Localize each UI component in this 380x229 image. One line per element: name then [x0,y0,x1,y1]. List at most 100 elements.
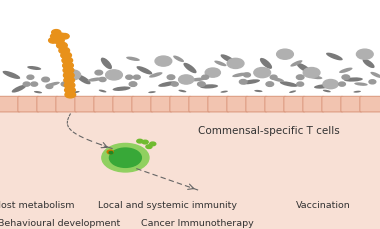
Circle shape [63,73,74,79]
Circle shape [59,48,70,55]
Circle shape [198,82,205,87]
Ellipse shape [354,83,368,87]
Circle shape [61,53,71,59]
Ellipse shape [200,85,218,89]
Circle shape [46,85,53,89]
Circle shape [155,57,172,67]
Text: Local and systemic immunity: Local and systemic immunity [98,200,237,210]
Circle shape [323,80,338,89]
FancyBboxPatch shape [208,97,229,112]
FancyBboxPatch shape [322,97,343,112]
Circle shape [137,140,143,143]
FancyBboxPatch shape [56,97,77,112]
Circle shape [56,34,65,39]
FancyBboxPatch shape [113,97,134,112]
Ellipse shape [3,71,20,80]
Circle shape [27,76,34,80]
FancyBboxPatch shape [246,97,267,112]
FancyBboxPatch shape [303,97,324,112]
Circle shape [202,76,209,80]
Circle shape [342,76,350,80]
FancyBboxPatch shape [151,97,172,112]
Circle shape [239,80,247,85]
Circle shape [107,150,113,154]
Circle shape [126,76,133,80]
Circle shape [64,71,81,81]
Circle shape [150,142,156,146]
Circle shape [23,83,30,87]
Ellipse shape [47,82,60,87]
Circle shape [146,145,152,149]
Circle shape [133,76,140,80]
Circle shape [65,87,75,94]
Circle shape [65,76,72,80]
Ellipse shape [99,90,106,93]
Ellipse shape [27,67,41,71]
Circle shape [254,68,271,78]
Text: Commensal-specific T cells: Commensal-specific T cells [198,125,339,136]
Circle shape [167,76,175,80]
Text: Vaccination: Vaccination [296,200,350,210]
Circle shape [356,50,373,60]
Circle shape [49,38,58,44]
Ellipse shape [242,80,260,85]
Ellipse shape [353,91,361,93]
Ellipse shape [220,91,228,93]
Circle shape [31,83,38,87]
Ellipse shape [370,73,380,79]
Circle shape [270,76,277,80]
Ellipse shape [77,75,90,85]
Ellipse shape [88,78,102,82]
Circle shape [63,63,73,69]
Ellipse shape [112,87,131,92]
Circle shape [296,76,304,80]
Ellipse shape [309,76,322,80]
Circle shape [142,141,148,144]
Circle shape [227,59,244,69]
Text: Cancer Immunotherapy: Cancer Immunotherapy [141,218,254,227]
Circle shape [54,38,64,44]
Circle shape [109,152,113,154]
FancyBboxPatch shape [132,97,153,112]
Circle shape [102,144,149,172]
Ellipse shape [232,73,247,78]
Ellipse shape [148,92,156,94]
Ellipse shape [101,58,112,70]
Ellipse shape [314,85,332,89]
Ellipse shape [136,67,152,75]
Ellipse shape [173,56,184,63]
Circle shape [57,43,67,49]
Circle shape [64,78,74,84]
FancyBboxPatch shape [227,97,248,112]
Ellipse shape [149,73,163,78]
Ellipse shape [280,82,298,87]
Circle shape [51,34,60,40]
Bar [0,97,380,229]
Ellipse shape [254,90,263,93]
Ellipse shape [323,90,331,93]
Circle shape [52,30,61,36]
FancyBboxPatch shape [189,97,210,112]
Ellipse shape [344,78,363,82]
Circle shape [244,74,250,78]
Circle shape [303,68,320,78]
FancyBboxPatch shape [0,97,20,112]
Ellipse shape [260,59,272,70]
Ellipse shape [363,60,375,69]
Circle shape [65,92,76,98]
Ellipse shape [34,92,42,94]
Ellipse shape [179,90,186,93]
Circle shape [369,80,376,85]
FancyBboxPatch shape [341,97,362,112]
Circle shape [129,82,137,87]
FancyBboxPatch shape [284,97,305,112]
Ellipse shape [126,57,140,62]
Ellipse shape [158,82,176,87]
Circle shape [179,76,194,85]
Circle shape [42,78,49,82]
FancyBboxPatch shape [94,97,115,112]
Circle shape [339,83,345,87]
Ellipse shape [339,68,353,74]
FancyBboxPatch shape [265,97,286,112]
FancyBboxPatch shape [170,97,191,112]
